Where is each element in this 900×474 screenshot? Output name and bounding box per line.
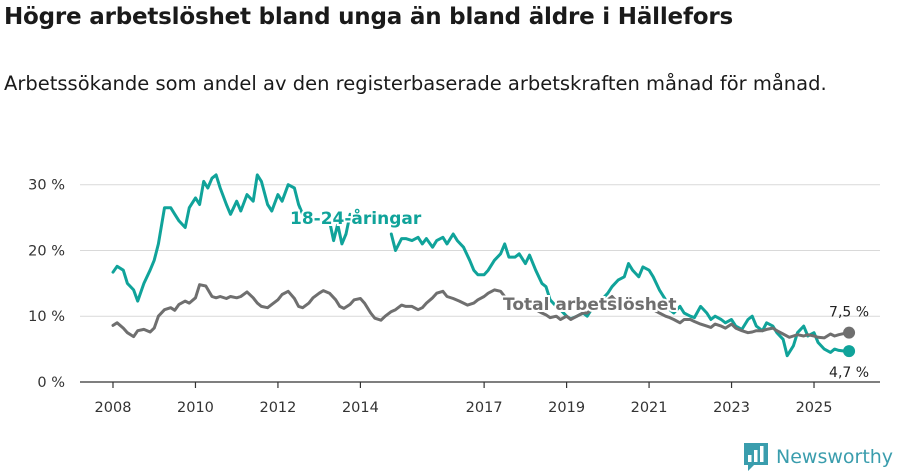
x-tick-label-2012: 2012 [259,400,296,416]
x-tick-label-2023: 2023 [713,400,750,416]
end-marker-total [843,326,856,339]
end-label-total: 7,5 % [829,305,869,321]
end-marker-18-24 [843,345,856,358]
x-tick-label-2008: 2008 [95,400,132,416]
x-tick-label-2010: 2010 [177,400,214,416]
series-line-total [111,283,851,340]
y-axis-labels: 0 % 10 % 20 % 30 % [28,178,65,391]
gridlines [80,184,880,317]
brand-footer: Newsworthy [744,443,893,471]
series-lines [111,173,851,358]
x-axis: 2008 2010 2012 2014 2017 2019 2021 2023 2025 [80,381,880,416]
end-label-18-24: 4,7 % [829,365,869,381]
brand-name: Newsworthy [776,446,894,468]
x-tick-label-2014: 2014 [342,400,379,416]
y-tick-label-30: 30 % [28,178,65,194]
series-label-18-24: 18-24-åringar [290,207,422,229]
x-tick-label-2019: 2019 [548,400,585,416]
line-chart: 2008 2010 2012 2014 2017 2019 2021 2023 2025 0 %… [28,173,880,416]
series-labels: 18-24-åringar Total arbetslöshet 7,5 % 4,7 … [288,205,869,381]
newsworthy-logo-icon [744,443,768,471]
x-tick-label-2017: 2017 [466,400,503,416]
series-label-total: Total arbetslöshet [503,295,677,315]
chart-title: Högre arbetslöshet bland unga än bland ä… [4,4,733,30]
y-tick-label-0: 0 % [37,375,65,391]
y-tick-label-10: 10 % [28,309,65,325]
x-tick-label-2025: 2025 [796,400,833,416]
x-tick-label-2021: 2021 [631,400,668,416]
chart-subtitle: Arbetssökande som andel av den registerb… [4,72,827,95]
y-tick-label-20: 20 % [28,243,65,259]
